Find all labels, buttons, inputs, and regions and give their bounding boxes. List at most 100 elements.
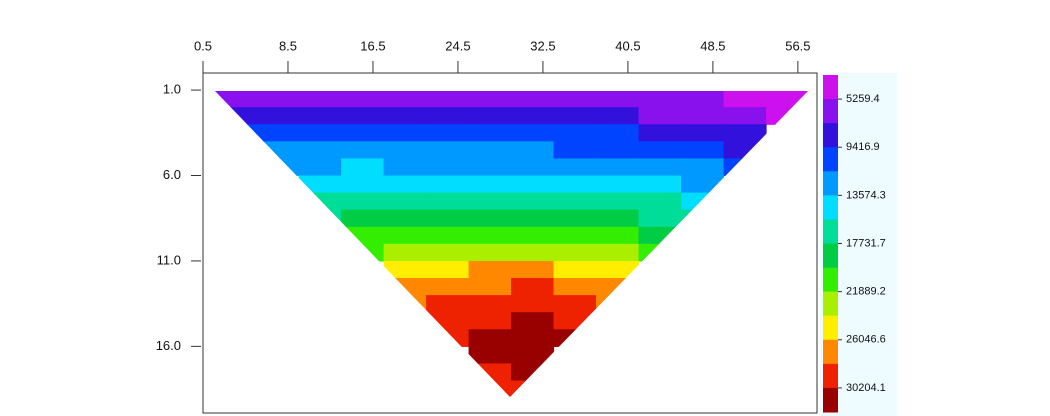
contour-cell xyxy=(298,91,342,108)
contour-cell xyxy=(298,141,342,160)
contour-cell xyxy=(596,295,640,313)
colorbar-tick-label: 5259.4 xyxy=(846,93,880,105)
contour-cell xyxy=(553,124,597,142)
contour-cell xyxy=(511,226,555,245)
y-tick-label: 6.0 xyxy=(163,167,181,182)
contour-cell xyxy=(383,158,427,177)
contour-cell xyxy=(511,346,555,365)
contour-cell xyxy=(256,124,300,142)
contour-cell xyxy=(723,124,767,142)
contour-cell xyxy=(638,192,682,211)
contour-cell xyxy=(553,91,597,108)
contour-cell xyxy=(426,226,470,245)
contour-cell xyxy=(383,107,427,125)
contour-cell xyxy=(341,192,385,211)
contour-cell xyxy=(596,91,640,108)
contour-cell xyxy=(468,107,512,125)
y-tick-label: 1.0 xyxy=(163,82,181,97)
contour-cell xyxy=(426,158,470,177)
contour-cell xyxy=(468,158,512,177)
colorbar-band xyxy=(823,99,838,124)
contour-cell xyxy=(511,209,555,228)
contour-cell xyxy=(638,124,682,142)
contour-cell xyxy=(468,380,512,397)
contour-cell xyxy=(468,312,512,330)
x-tick-label: 32.5 xyxy=(530,38,555,53)
contour-cell xyxy=(426,175,470,194)
contour-cell xyxy=(596,226,640,245)
contour-cell xyxy=(383,175,427,194)
contour-cell xyxy=(426,91,470,108)
contour-cell xyxy=(596,107,640,125)
contour-cell xyxy=(298,124,342,142)
contour-cell xyxy=(681,175,725,194)
contour-cell xyxy=(511,278,555,296)
contour-cell xyxy=(723,158,767,177)
y-tick-label: 16.0 xyxy=(156,338,181,353)
colorbar-band xyxy=(823,195,838,220)
contour-cell xyxy=(511,295,555,313)
contour-cell xyxy=(596,278,640,296)
contour-cell xyxy=(426,243,470,262)
x-tick-label: 48.5 xyxy=(700,38,725,53)
contour-cell xyxy=(511,312,555,330)
contour-cell xyxy=(383,260,427,279)
colorbar-band xyxy=(823,291,838,317)
contour-cell xyxy=(426,192,470,211)
contour-cell xyxy=(681,192,725,211)
contour-cell xyxy=(553,312,597,330)
contour-cell xyxy=(341,107,385,125)
contour-cell xyxy=(341,226,385,245)
contour-cell xyxy=(256,141,300,160)
contour-cell xyxy=(426,312,470,330)
contour-cell xyxy=(215,124,257,142)
contour-cell xyxy=(383,278,427,296)
contour-cell xyxy=(553,209,597,228)
contour-cell xyxy=(511,363,555,382)
x-tick-label: 56.5 xyxy=(785,38,810,53)
contour-cell xyxy=(553,141,597,160)
contour-cell xyxy=(511,243,555,262)
contour-cell xyxy=(596,141,640,160)
contour-cell xyxy=(681,209,725,228)
contour-cell xyxy=(383,91,427,108)
contour-cell xyxy=(511,260,555,279)
contour-cell xyxy=(383,295,427,313)
colorbar-tick-label: 30204.1 xyxy=(846,382,886,394)
contour-cell xyxy=(383,192,427,211)
contour-cell xyxy=(426,329,470,347)
colorbar-band xyxy=(823,363,838,389)
contour-cell xyxy=(256,91,300,108)
contour-cell xyxy=(341,158,385,177)
contour-cell xyxy=(298,158,342,177)
colorbar-tick-label: 26046.6 xyxy=(846,334,886,346)
colorbar-band xyxy=(823,123,838,148)
colorbar-tick-label: 13574.3 xyxy=(846,189,886,201)
colorbar-band xyxy=(823,219,838,244)
contour-cell xyxy=(468,175,512,194)
contour-cell xyxy=(468,278,512,296)
contour-cell xyxy=(638,141,682,160)
x-tick-label: 0.5 xyxy=(194,38,212,53)
contour-cell xyxy=(553,158,597,177)
contour-cell xyxy=(553,175,597,194)
contour-cell xyxy=(426,209,470,228)
plot-frame xyxy=(202,72,818,414)
contour-cell xyxy=(511,91,555,108)
contour-cell xyxy=(426,260,470,279)
contour-cell xyxy=(468,329,512,347)
contour-cell xyxy=(468,141,512,160)
axes: 0.5 8.5 16.5 24.5 32.5 40.5 48.5 56.5 1.0 6.0 11.0… xyxy=(156,38,811,352)
y-tick-label: 11.0 xyxy=(157,252,181,267)
contour-cell xyxy=(681,107,725,125)
contour-cell xyxy=(426,278,470,296)
contour-cell xyxy=(468,91,512,108)
contour-cell xyxy=(723,91,767,108)
colorbar-band xyxy=(823,243,838,269)
contour-cell xyxy=(341,243,385,262)
x-tick-label: 16.5 xyxy=(360,38,385,53)
contour-cell xyxy=(638,107,682,125)
contour-cell xyxy=(468,124,512,142)
colorbar-band xyxy=(823,147,838,172)
